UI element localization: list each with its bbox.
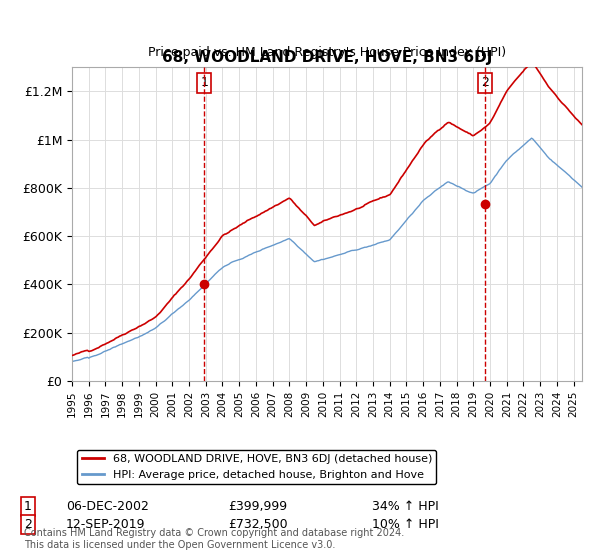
Text: 2: 2 [481, 76, 489, 90]
Text: Contains HM Land Registry data © Crown copyright and database right 2024.
This d: Contains HM Land Registry data © Crown c… [24, 528, 404, 550]
Title: 68, WOODLAND DRIVE, HOVE, BN3 6DJ: 68, WOODLAND DRIVE, HOVE, BN3 6DJ [162, 50, 492, 64]
Text: 1: 1 [24, 500, 32, 514]
Text: 10% ↑ HPI: 10% ↑ HPI [372, 518, 439, 531]
Text: 12-SEP-2019: 12-SEP-2019 [66, 518, 146, 531]
Text: £399,999: £399,999 [228, 500, 287, 514]
Text: 34% ↑ HPI: 34% ↑ HPI [372, 500, 439, 514]
Legend: 68, WOODLAND DRIVE, HOVE, BN3 6DJ (detached house), HPI: Average price, detached: 68, WOODLAND DRIVE, HOVE, BN3 6DJ (detac… [77, 450, 436, 484]
Text: 2: 2 [24, 518, 32, 531]
Text: £732,500: £732,500 [228, 518, 287, 531]
Text: Price paid vs. HM Land Registry's House Price Index (HPI): Price paid vs. HM Land Registry's House … [148, 46, 506, 59]
Text: 1: 1 [200, 76, 208, 90]
Text: 06-DEC-2002: 06-DEC-2002 [66, 500, 149, 514]
